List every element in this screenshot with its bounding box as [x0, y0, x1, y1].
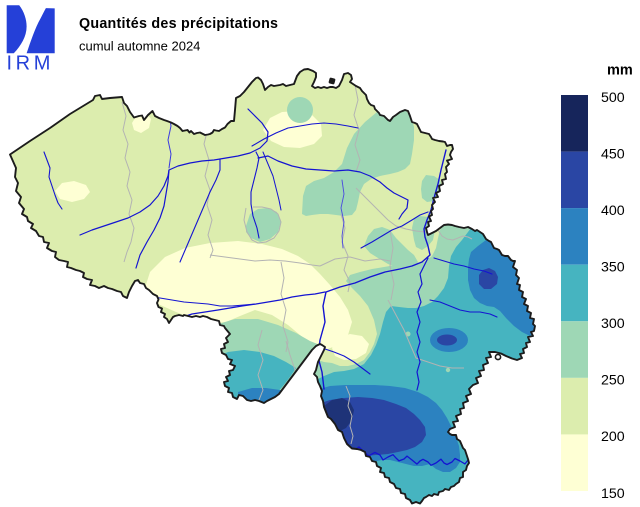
svg-text:300: 300 — [601, 316, 625, 332]
svg-text:450: 450 — [601, 146, 625, 162]
svg-text:Quantités des précipitations: Quantités des précipitations — [79, 16, 278, 32]
svg-text:mm: mm — [607, 63, 633, 79]
svg-text:250: 250 — [601, 373, 625, 389]
svg-text:cumul automne 2024: cumul automne 2024 — [79, 38, 200, 53]
svg-text:200: 200 — [601, 429, 625, 445]
svg-text:400: 400 — [601, 203, 625, 219]
svg-text:350: 350 — [601, 260, 625, 276]
svg-text:IRM: IRM — [7, 53, 54, 75]
svg-text:150: 150 — [601, 486, 625, 502]
svg-text:500: 500 — [601, 90, 625, 106]
